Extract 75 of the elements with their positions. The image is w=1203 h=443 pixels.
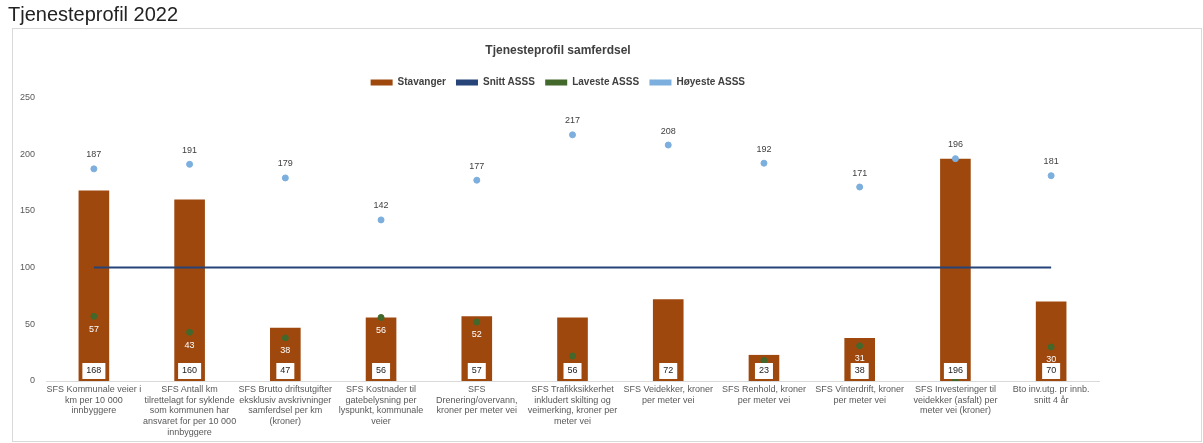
point xyxy=(473,176,481,184)
point xyxy=(186,160,194,168)
data-label: 217 xyxy=(564,115,581,126)
y-tick-label: 150 xyxy=(19,205,36,216)
point xyxy=(856,342,864,350)
point xyxy=(473,318,481,326)
x-tick-label: SFS Renhold, kroner per meter vei xyxy=(721,383,806,405)
x-tick-label: Bto inv.utg. pr innb. snitt 4 år xyxy=(1012,383,1090,405)
data-label: 56 xyxy=(376,365,387,376)
x-tick-label: SFS Vinterdrift, kroner per meter vei xyxy=(815,383,905,405)
x-tick-label: SFS Drenering/overvann, kroner per meter vei xyxy=(436,383,518,416)
point xyxy=(1047,172,1055,180)
legend-label: Stavanger xyxy=(397,76,447,88)
point xyxy=(90,165,98,173)
legend-label: Snitt ASSS xyxy=(482,76,536,88)
data-label: 30 xyxy=(1046,354,1057,365)
data-label: 52 xyxy=(471,329,482,340)
data-label: 192 xyxy=(756,143,772,154)
data-label: 47 xyxy=(280,365,291,376)
data-label: 38 xyxy=(854,365,865,376)
bar xyxy=(78,190,110,381)
legend-label: Laveste ASSS xyxy=(572,76,640,88)
x-tick-label: SFS Veidekker, kroner per meter vei xyxy=(623,383,714,405)
point xyxy=(90,312,98,320)
bar xyxy=(652,299,684,381)
data-label: 160 xyxy=(182,365,198,376)
y-tick-label: 250 xyxy=(19,91,36,102)
bar xyxy=(174,199,205,381)
point xyxy=(569,131,577,139)
data-label: 72 xyxy=(663,365,674,376)
data-label: 191 xyxy=(182,144,198,155)
point xyxy=(186,328,194,336)
y-tick-label: 50 xyxy=(25,318,36,329)
data-label: 23 xyxy=(758,365,769,376)
data-label: 168 xyxy=(86,365,102,376)
point xyxy=(281,334,289,342)
data-label: 56 xyxy=(567,365,578,376)
data-label: 57 xyxy=(471,365,482,376)
y-tick-label: 0 xyxy=(30,375,36,386)
data-label: 177 xyxy=(469,160,485,171)
data-label: 43 xyxy=(184,339,195,350)
x-tick-label: SFS Investeringer til veidekker (asfalt) per meter vei (kroner) xyxy=(913,383,998,416)
data-label: 38 xyxy=(280,345,291,356)
data-label: 196 xyxy=(947,365,963,376)
data-label: 31 xyxy=(854,353,865,364)
point xyxy=(377,313,385,321)
chart-title: Tjenesteprofil samferdsel xyxy=(485,42,631,57)
x-tick-label: SFS Trafikksikkerhet inkludert skilting og veimerking, kroner per meter vei xyxy=(527,383,618,427)
data-label: 57 xyxy=(88,323,99,334)
data-label: 142 xyxy=(373,200,389,211)
data-label: 208 xyxy=(660,125,676,136)
y-tick-label: 100 xyxy=(19,262,36,273)
point xyxy=(281,174,289,182)
point xyxy=(760,159,768,167)
data-label: 70 xyxy=(1046,365,1057,376)
data-label: 181 xyxy=(1043,156,1059,167)
text: Tjenesteprofil 2022 xyxy=(7,2,180,27)
x-tick-label: SFS Antall km tilrettelagt for syklende som kommunen har ansvaret for per 10 000 innbyggere xyxy=(143,383,237,438)
data-label: 187 xyxy=(86,149,102,160)
point xyxy=(377,216,385,224)
point xyxy=(951,155,959,163)
data-label: 179 xyxy=(277,158,293,169)
point xyxy=(856,183,864,191)
x-tick-label: SFS Kostnader til gatebelysning per lyspunkt, kommunale veier xyxy=(338,383,424,427)
bar xyxy=(940,158,971,381)
point xyxy=(1047,343,1055,351)
x-tick-label: SFS Brutto driftsutgifter eksklusiv avskrivninger samferdsel per km (kroner) xyxy=(238,383,333,427)
point xyxy=(664,141,672,149)
y-tick-label: 200 xyxy=(19,148,36,159)
data-label: 196 xyxy=(947,139,963,150)
data-label: 56 xyxy=(376,324,387,335)
data-label: 171 xyxy=(852,167,868,178)
x-tick-label: SFS Kommunale veier i km per 10 000 innbyggere xyxy=(46,383,142,416)
legend-label: Høyeste ASSS xyxy=(676,76,746,88)
point xyxy=(569,352,577,360)
